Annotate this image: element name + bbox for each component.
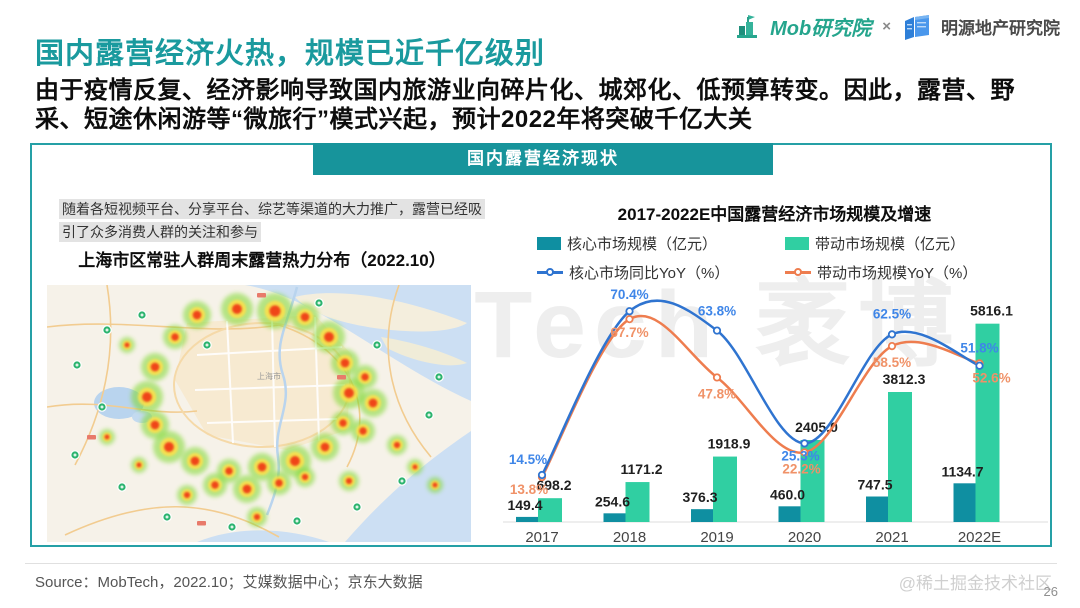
svg-text:25.3%: 25.3%	[781, 448, 819, 463]
left-note-text: 随着各短视频平台、分享平台、综艺等渠道的大力推广，露营已经吸引了众多消费人群的关…	[59, 199, 485, 242]
legend-item-total-scale: 带动市场规模（亿元）	[785, 233, 965, 253]
map-island-2	[381, 337, 467, 366]
footer-divider	[25, 563, 1057, 564]
left-note: 随着各短视频平台、分享平台、综艺等渠道的大力推广，露营已经吸引了众多消费人群的关…	[59, 198, 485, 244]
svg-text:149.4: 149.4	[507, 497, 542, 513]
subtitle-line-2: 采、短途休闲游等“微旅行”模式兴起，预计2022年将突破千亿大关	[35, 106, 753, 133]
section-banner: 国内露营经济现状	[313, 143, 773, 175]
svg-text:22.2%: 22.2%	[782, 461, 820, 476]
svg-text:2022E: 2022E	[958, 529, 1001, 546]
logo-separator: ×	[882, 18, 891, 35]
legend-swatch-total-bar	[785, 236, 809, 250]
svg-text:13.8%: 13.8%	[510, 482, 548, 497]
svg-text:5816.1: 5816.1	[970, 303, 1013, 319]
legend-item-core-scale: 核心市场规模（亿元）	[537, 233, 717, 253]
svg-text:3812.3: 3812.3	[883, 371, 926, 387]
svg-text:51.8%: 51.8%	[960, 341, 998, 356]
mob-logo-text: Mob研究院	[770, 18, 872, 40]
svg-text:67.7%: 67.7%	[610, 325, 648, 340]
legend-label: 带动市场规模YoY（%）	[817, 264, 978, 282]
map-center-label: 上海市	[257, 371, 281, 381]
map-water-bay	[197, 530, 329, 542]
svg-text:70.4%: 70.4%	[610, 287, 648, 302]
svg-text:2405.0: 2405.0	[795, 419, 838, 435]
svg-text:52.6%: 52.6%	[972, 370, 1010, 385]
svg-text:1134.7: 1134.7	[941, 463, 983, 479]
mingyuan-logo-icon	[905, 14, 929, 40]
svg-text:63.8%: 63.8%	[698, 304, 736, 319]
shanghai-heatmap-image: 上海市	[47, 285, 471, 542]
svg-text:47.8%: 47.8%	[698, 386, 736, 401]
legend-label: 带动市场规模（亿元）	[815, 235, 966, 253]
map-heat-clusters	[99, 293, 443, 527]
community-watermark: @稀土掘金技术社区	[898, 574, 1052, 593]
legend-item-core-yoy: 核心市场同比YoY（%）	[537, 262, 729, 282]
camping-market-chart: 698.2 1171.2 1918.9 2405.0 3812.3 5816.1 149.4…	[503, 287, 1048, 546]
svg-text:1918.9: 1918.9	[708, 436, 751, 452]
svg-text:1171.2: 1171.2	[620, 461, 662, 477]
svg-text:254.6: 254.6	[595, 493, 630, 509]
svg-text:376.3: 376.3	[682, 489, 717, 505]
page-number: 26	[1043, 584, 1058, 599]
svg-text:460.0: 460.0	[770, 486, 805, 502]
page-title: 国内露营经济火热，规模已近千亿级别	[35, 38, 546, 70]
svg-text:2017: 2017	[525, 529, 558, 546]
map-title: 上海市区常驻人群周末露营热力分布（2022.10）	[78, 251, 446, 270]
svg-text:14.5%: 14.5%	[509, 452, 547, 467]
content-panel: 国内露营经济现状 随着各短视频平台、分享平台、综艺等渠道的大力推广，露营已经吸引…	[30, 143, 1052, 547]
legend-label: 核心市场同比YoY（%）	[569, 264, 730, 282]
map-island	[295, 293, 467, 332]
header-logos: Mob研究院 × 明源地产研究院	[735, 12, 1060, 41]
svg-text:62.5%: 62.5%	[873, 306, 911, 321]
mob-logo-icon	[737, 14, 758, 38]
legend-swatch-core-bar	[537, 236, 561, 250]
svg-text:698.2: 698.2	[536, 477, 571, 493]
svg-text:747.5: 747.5	[857, 477, 892, 493]
source-note: Source：MobTech，2022.10；艾媒数据中心；京东大数据	[35, 574, 423, 591]
subtitle-line-1: 由于疫情反复、经济影响导致国内旅游业向碎片化、城郊化、低预算转变。因此，露营、野	[35, 77, 1015, 104]
mingyuan-logo-text: 明源地产研究院	[941, 19, 1060, 38]
map-poi-markers	[70, 293, 444, 532]
svg-text:58.5%: 58.5%	[873, 355, 911, 370]
legend-swatch-total-line	[785, 266, 811, 279]
svg-text:2021: 2021	[875, 529, 908, 546]
chart-title: 2017-2022E中国露营经济市场规模及增速	[617, 205, 932, 224]
legend-label: 核心市场规模（亿元）	[567, 235, 718, 253]
legend-swatch-core-line	[537, 266, 563, 279]
svg-text:2018: 2018	[613, 529, 646, 546]
legend-item-total-yoy: 带动市场规模YoY（%）	[785, 262, 977, 282]
svg-text:2020: 2020	[788, 529, 821, 546]
map-water-east	[345, 431, 471, 542]
svg-text:2019: 2019	[700, 529, 733, 546]
page-subtitle: 由于疫情反复、经济影响导致国内旅游业向碎片化、城郊化、低预算转变。因此，露营、野…	[35, 76, 1055, 134]
